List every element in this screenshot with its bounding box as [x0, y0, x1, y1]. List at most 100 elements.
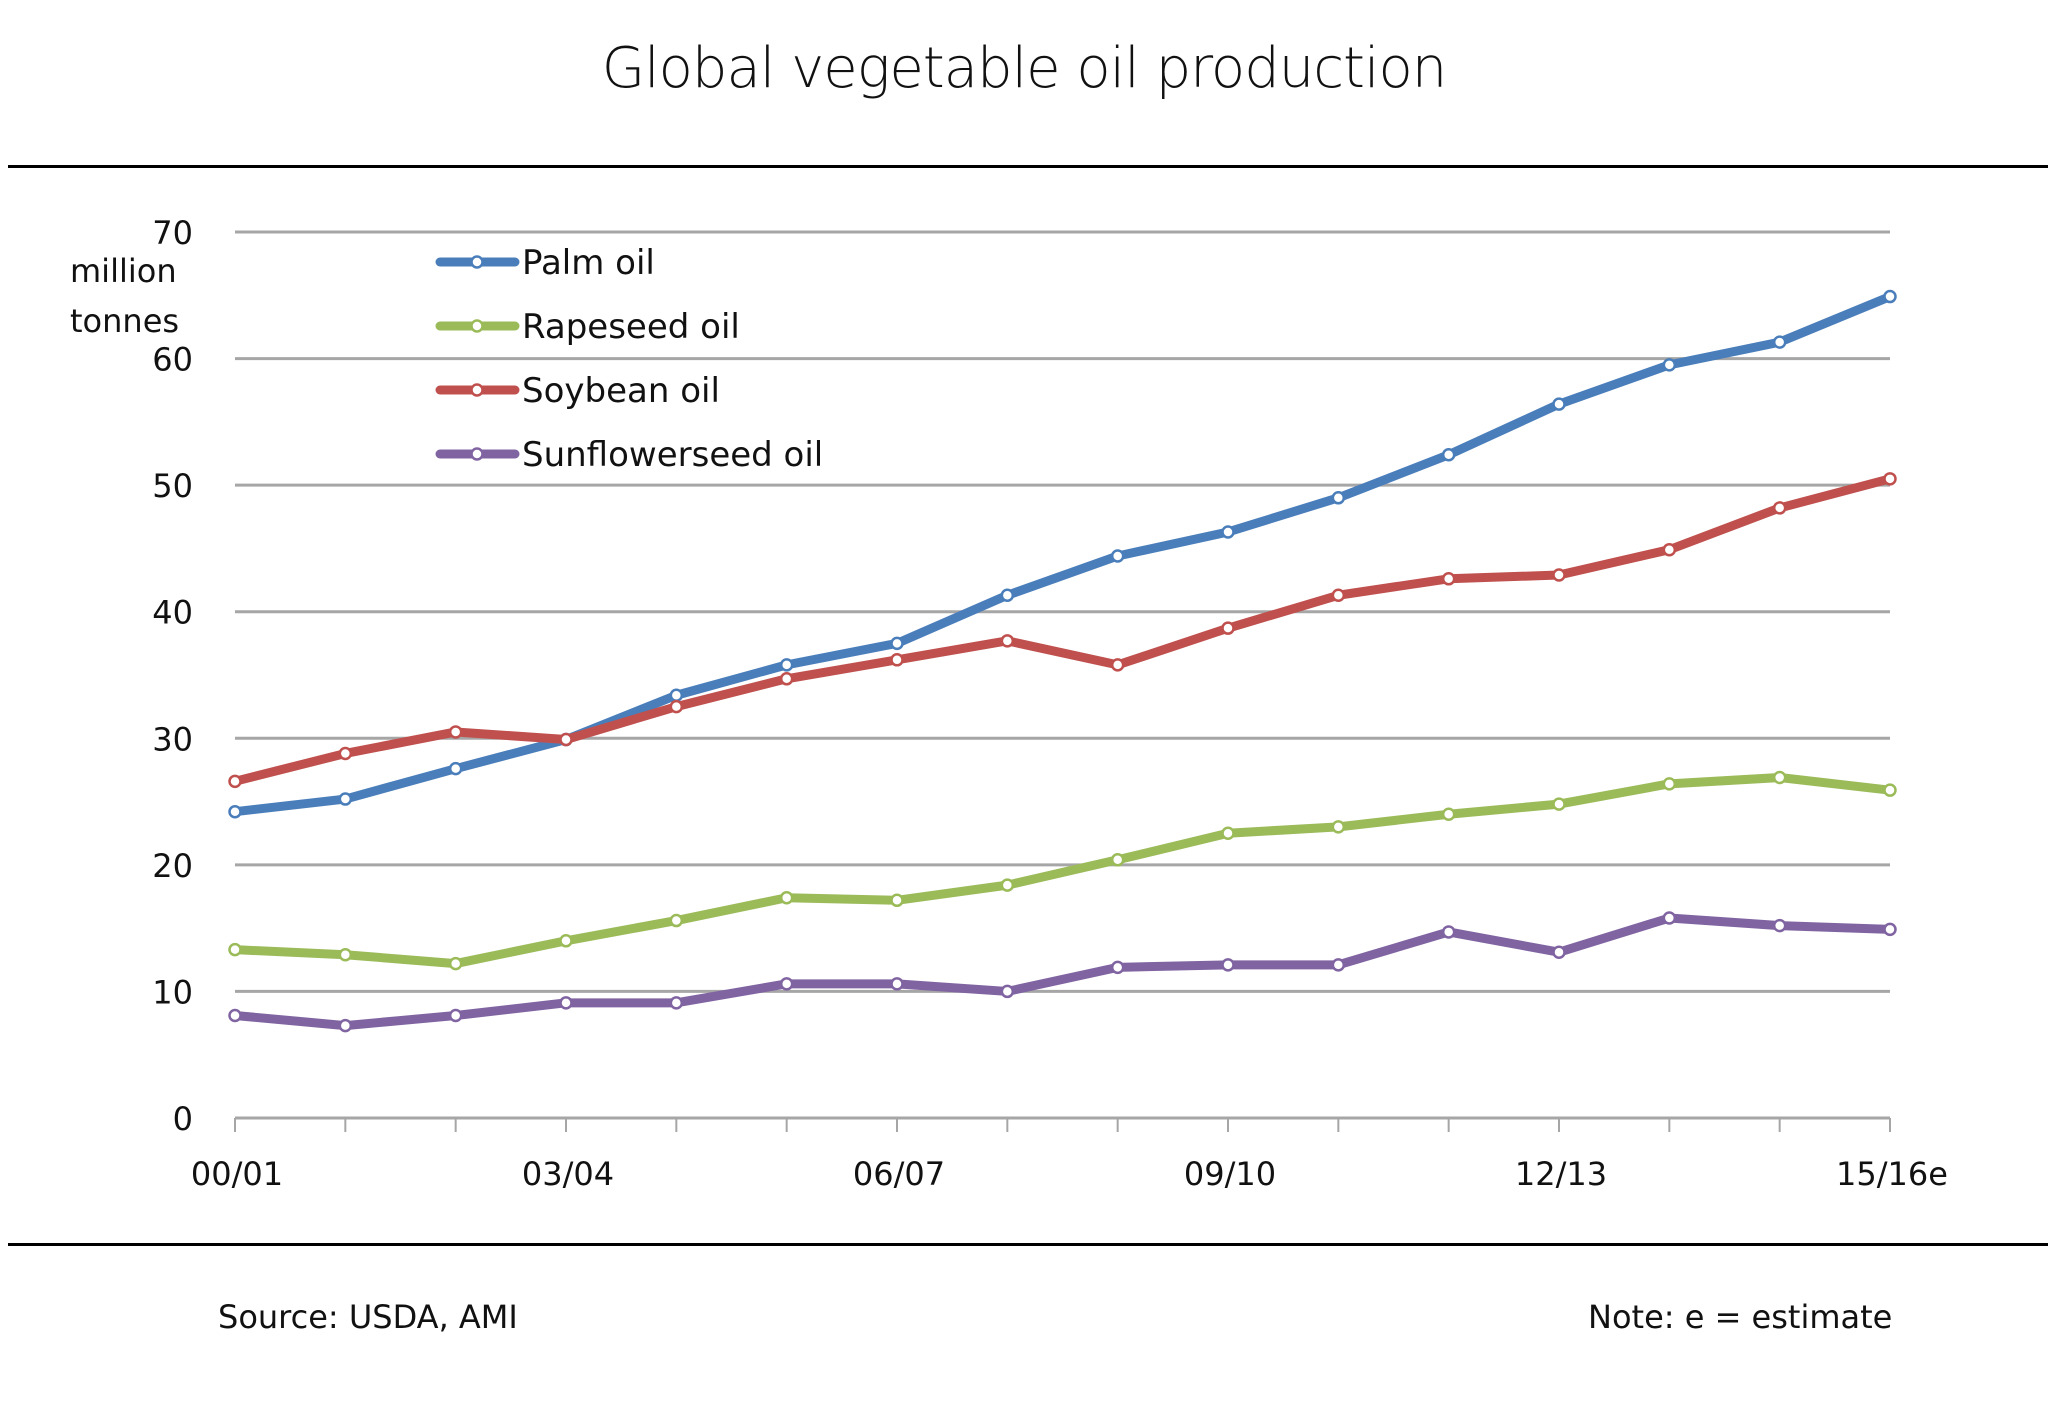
data-point [338, 947, 353, 962]
legend-marker [470, 447, 484, 461]
data-point [228, 1008, 242, 1023]
data-point [1883, 289, 1897, 304]
data-point [890, 977, 904, 991]
data-point [1000, 878, 1015, 892]
data-point [1662, 358, 1677, 372]
data-point [448, 1008, 463, 1023]
y-tick-label: 60 [152, 341, 193, 379]
data-point [448, 761, 463, 776]
legend-item: Soybean oil [435, 371, 720, 411]
data-point [559, 732, 573, 747]
x-tick-label: 15/16e [1836, 1155, 1948, 1193]
y-axis-ticks: 0 10 20 30 40 50 60 70 [152, 214, 193, 1138]
y-tick-label: 70 [152, 214, 193, 252]
data-point [1110, 658, 1125, 672]
data-point [669, 996, 684, 1010]
legend-item: Rapeseed oil [435, 307, 740, 347]
data-point [228, 804, 242, 819]
data-point [1772, 335, 1787, 349]
data-point [669, 699, 684, 714]
data-point [1000, 588, 1015, 603]
data-point [1331, 588, 1346, 603]
data-point [1331, 958, 1346, 972]
data-point [1000, 984, 1015, 999]
data-point [1441, 448, 1456, 462]
series-line [234, 292, 1892, 817]
data-point [1110, 960, 1125, 975]
data-point [1331, 491, 1346, 505]
x-axis: 00/01 03/04 06/07 09/10 12/13 15/16e [191, 1118, 1948, 1193]
data-point [1110, 549, 1125, 563]
legend-marker [470, 255, 484, 269]
x-tick-label: 06/07 [853, 1155, 945, 1193]
data-point [559, 996, 573, 1010]
y-tick-label: 10 [152, 973, 193, 1011]
data-point [1552, 797, 1566, 811]
data-point [1221, 826, 1235, 840]
data-point [1883, 922, 1897, 937]
estimate-note: Note: e = estimate [1588, 1298, 1893, 1336]
data-point [890, 653, 904, 667]
legend-marker [470, 383, 484, 397]
data-point [1441, 807, 1456, 821]
data-point [1552, 397, 1566, 411]
gridlines [235, 230, 1890, 1120]
legend-label: Sunflowerseed oil [522, 435, 823, 475]
data-point [338, 792, 353, 806]
x-tick-label: 12/13 [1515, 1155, 1607, 1193]
data-point [1772, 918, 1787, 933]
data-point [1772, 501, 1787, 515]
x-tick-label: 03/04 [522, 1155, 614, 1193]
legend-marker [470, 319, 484, 333]
y-axis-label-line2: tonnes [70, 302, 179, 340]
y-axis-label-line1: million [70, 252, 177, 290]
data-point [1662, 911, 1677, 925]
legend: Palm oil Rapeseed oil Soybean oil Sunflower… [435, 243, 823, 475]
data-point [1221, 958, 1235, 972]
data-point [228, 774, 242, 789]
bottom-rule [8, 1243, 2048, 1246]
y-tick-label: 20 [152, 847, 193, 885]
data-point [1441, 925, 1456, 939]
legend-label: Palm oil [522, 243, 655, 283]
data-point [1662, 777, 1677, 791]
source-note: Source: USDA, AMI [218, 1298, 518, 1336]
data-point [448, 725, 463, 739]
data-point [1883, 472, 1897, 486]
data-point [1552, 945, 1566, 959]
data-point [1772, 770, 1787, 785]
data-point [669, 913, 684, 928]
x-tick-label: 00/01 [191, 1155, 283, 1193]
y-tick-label: 50 [152, 467, 193, 505]
data-point [779, 891, 794, 905]
data-point [1331, 820, 1346, 834]
data-point [779, 658, 794, 672]
y-tick-label: 0 [173, 1100, 193, 1138]
legend-item: Sunflowerseed oil [435, 435, 823, 475]
data-point [1110, 853, 1125, 867]
legend-label: Rapeseed oil [522, 307, 740, 347]
data-point [890, 893, 904, 908]
data-point [669, 688, 684, 703]
legend-label: Soybean oil [522, 371, 720, 411]
series-soybean-oil [228, 472, 1897, 789]
data-point [559, 934, 573, 948]
series-line [234, 913, 1891, 1031]
series-line [233, 474, 1892, 786]
data-point [1000, 634, 1015, 648]
series-palm-oil [228, 289, 1897, 819]
y-tick-label: 30 [152, 720, 193, 758]
series-line [234, 773, 1891, 969]
data-point [779, 977, 794, 991]
series-rapeseed-oil [228, 770, 1897, 971]
data-point [338, 746, 353, 761]
data-point [1883, 783, 1897, 797]
top-rule [8, 165, 2048, 168]
data-point [338, 1018, 353, 1033]
data-point [1221, 621, 1235, 635]
data-point [1552, 568, 1566, 582]
y-tick-label: 40 [152, 594, 193, 632]
data-point [448, 956, 463, 971]
series-sunflowerseed-oil [228, 911, 1897, 1033]
